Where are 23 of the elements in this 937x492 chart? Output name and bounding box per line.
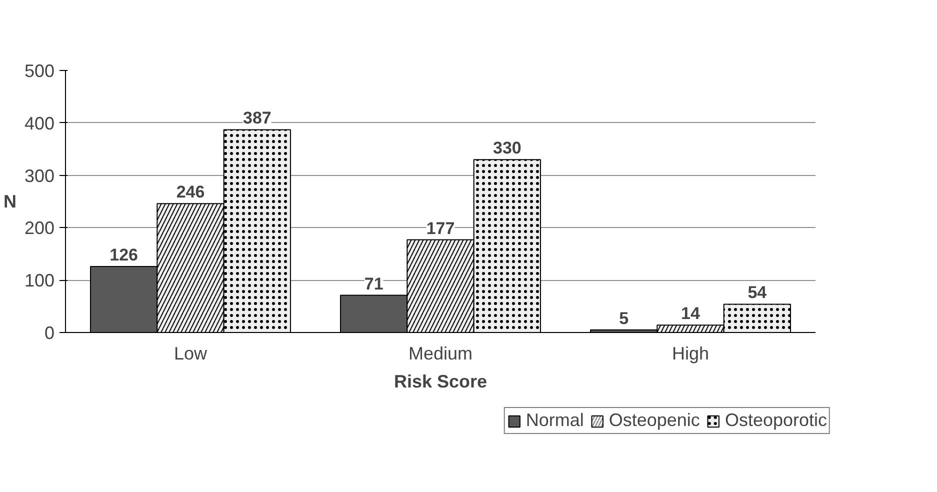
data-label: 54 (748, 283, 768, 302)
data-label: 126 (110, 245, 138, 264)
y-axis-title: N (3, 192, 16, 212)
data-label: 387 (242, 108, 272, 128)
data-label: 14 (681, 304, 700, 324)
legend-label: Osteopenic (608, 410, 700, 431)
y-tick-label: 100 (24, 270, 55, 291)
x-tick-label: High (672, 344, 710, 364)
data-label: 177 (426, 218, 455, 238)
y-tick-label: 500 (24, 61, 55, 81)
data-label: 330 (492, 138, 522, 158)
x-axis-title: Risk Score (394, 372, 488, 392)
legend-label: Normal (526, 410, 584, 431)
data-label: 246 (176, 182, 205, 202)
data-label: 71 (364, 274, 384, 294)
x-tick-label: Low (174, 344, 208, 364)
y-tick-label: 0 (44, 323, 55, 343)
y-tick-label: 200 (24, 218, 55, 238)
legend-label: Osteoporotic (724, 410, 827, 431)
y-tick-label: 300 (24, 166, 55, 186)
data-label: 5 (619, 308, 629, 328)
y-tick-label: 400 (24, 113, 55, 134)
x-tick-label: Medium (408, 344, 473, 364)
